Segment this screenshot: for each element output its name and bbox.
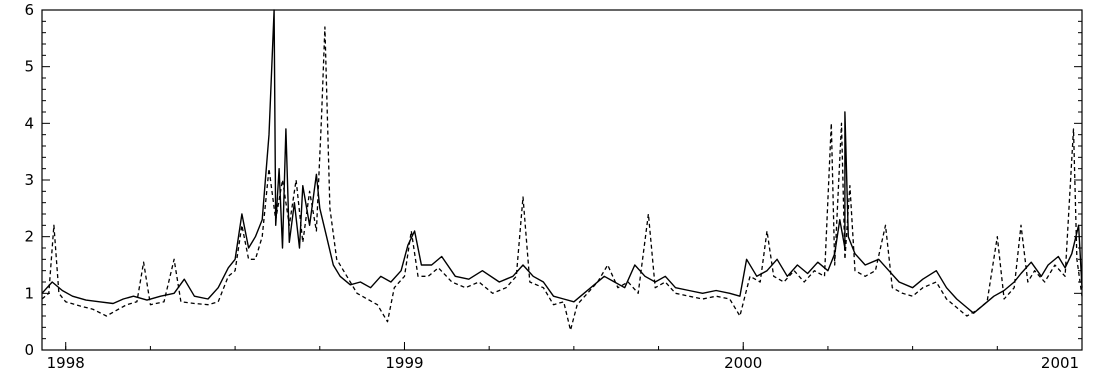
- y-axis: 0 1 2 3 4 5 6: [24, 1, 1082, 359]
- y-tick-label: 5: [24, 58, 34, 76]
- y-tick-label: 0: [24, 341, 34, 359]
- y-tick-label: 2: [24, 228, 34, 246]
- y-tick-label: 1: [24, 284, 34, 302]
- y-tick-label: 3: [24, 171, 34, 189]
- plot-series: [41, 9, 1083, 331]
- dashed-series-line: [41, 26, 1083, 331]
- x-tick-label: 2000: [724, 354, 762, 372]
- x-tick-label: 2001: [1041, 354, 1079, 372]
- y-tick-label: 4: [24, 114, 34, 132]
- x-tick-label: 1998: [47, 354, 85, 372]
- y-tick-label: 6: [24, 1, 34, 19]
- x-tick-label: 1999: [385, 354, 423, 372]
- solid-series-line: [41, 9, 1083, 314]
- x-axis: 1998 1999 2000 2001: [47, 342, 1083, 372]
